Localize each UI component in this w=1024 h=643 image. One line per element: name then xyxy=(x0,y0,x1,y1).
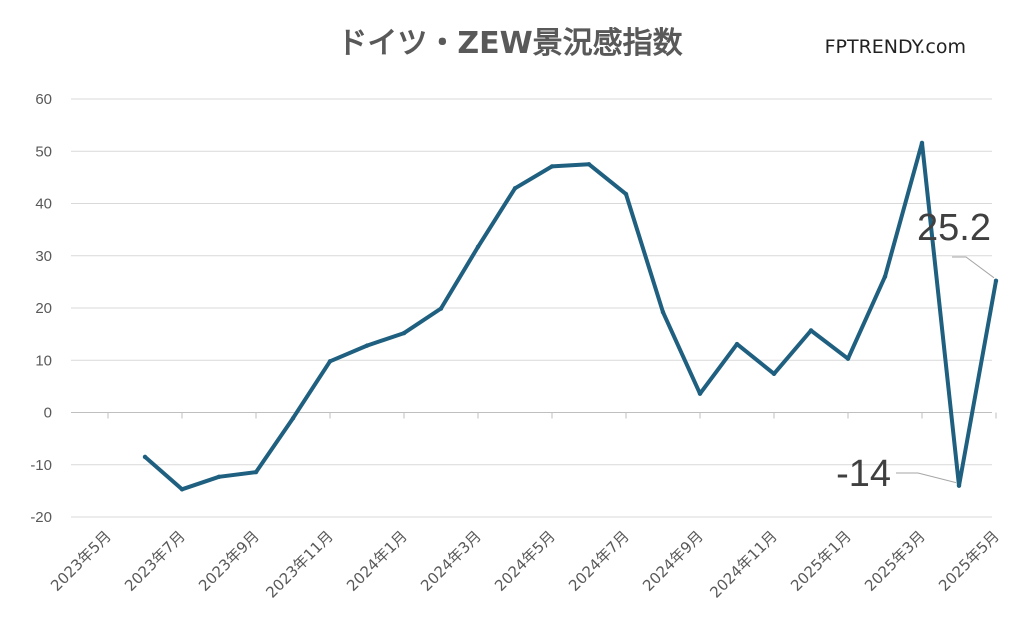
data-point xyxy=(475,244,481,250)
x-tick-label: 2024年3月 xyxy=(417,527,485,595)
data-point xyxy=(253,469,259,475)
data-labels: 25.2 -14 xyxy=(836,207,995,495)
x-tick-label: 2023年5月 xyxy=(47,527,115,595)
x-tick-label: 2023年7月 xyxy=(121,527,189,595)
data-label: 25.2 xyxy=(917,207,991,249)
data-point xyxy=(179,487,185,492)
x-tick-label: 2023年11月 xyxy=(262,527,336,601)
x-tick-label: 2024年7月 xyxy=(565,527,633,595)
data-point xyxy=(697,391,703,396)
chart-title: ドイツ・ZEW景況感指数 xyxy=(337,26,683,61)
data-point xyxy=(216,474,222,479)
y-tick-label: 30 xyxy=(35,248,52,265)
data-point xyxy=(401,330,407,336)
data-label-leader xyxy=(952,256,995,279)
data-label-leader xyxy=(896,472,957,484)
x-tick-label: 2025年1月 xyxy=(787,527,855,595)
data-point xyxy=(734,341,740,347)
data-point xyxy=(993,278,999,284)
data-point xyxy=(660,309,666,315)
data-point xyxy=(956,483,962,488)
series-line xyxy=(143,140,998,492)
y-tick-label: 50 xyxy=(35,143,52,160)
x-tick-label: 2023年9月 xyxy=(195,527,263,595)
data-point xyxy=(327,359,333,364)
y-axis-ticks: 60 50 40 30 20 10 0 -10 -20 xyxy=(30,91,52,526)
y-tick-label: 0 xyxy=(44,405,52,422)
x-tick-label: 2024年1月 xyxy=(343,527,411,595)
data-point xyxy=(623,191,629,197)
data-point xyxy=(586,162,592,167)
series-layer xyxy=(142,140,999,492)
x-tick-label: 2024年5月 xyxy=(491,527,559,595)
y-tick-label: -20 xyxy=(30,509,52,526)
x-tick-label: 2025年5月 xyxy=(935,527,1003,595)
data-label: -14 xyxy=(836,453,891,495)
data-point xyxy=(882,274,888,279)
data-point xyxy=(549,164,555,169)
data-point xyxy=(290,416,296,421)
data-point xyxy=(771,371,777,377)
data-point xyxy=(142,454,148,460)
data-point xyxy=(438,306,444,311)
x-tick-label: 2025年3月 xyxy=(861,527,929,595)
brand-label: FPTRENDY.com xyxy=(825,36,966,58)
x-tick-label: 2024年11月 xyxy=(706,527,780,601)
data-point xyxy=(919,140,925,146)
gridlines xyxy=(71,98,992,518)
y-tick-label: -10 xyxy=(30,457,52,474)
y-tick-label: 10 xyxy=(35,352,52,369)
data-point xyxy=(808,328,814,333)
x-axis-ticks: 2023年5月 2023年7月 2023年9月 2023年11月 2024年1月 2024… xyxy=(47,412,1003,602)
x-tick-label: 2024年9月 xyxy=(639,527,707,595)
y-tick-label: 20 xyxy=(35,300,52,317)
data-point xyxy=(845,356,851,361)
y-tick-label: 60 xyxy=(35,91,52,108)
data-point xyxy=(364,343,370,348)
y-tick-label: 40 xyxy=(35,196,52,213)
data-point xyxy=(512,186,518,191)
